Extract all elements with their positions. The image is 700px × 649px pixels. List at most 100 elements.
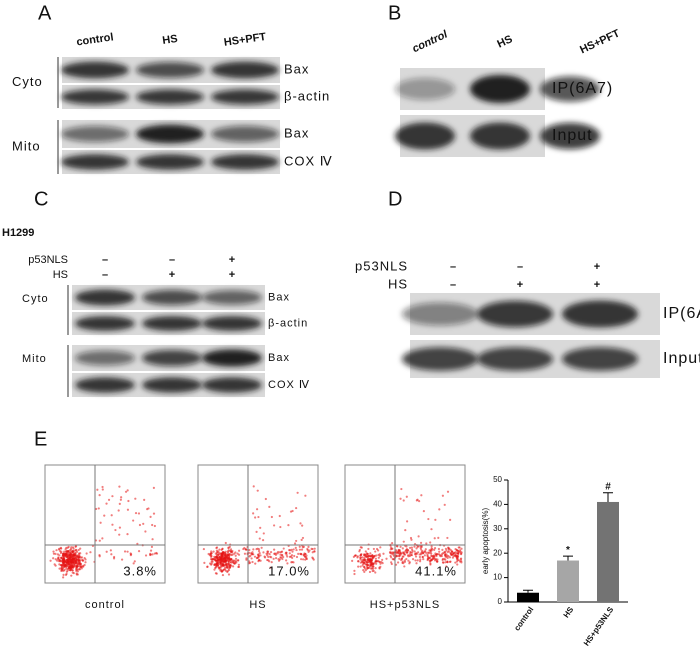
event-dot (133, 560, 136, 563)
group-label: Cyto (12, 74, 43, 89)
event-dot (136, 542, 139, 545)
event-dot (418, 560, 422, 563)
event-dot (352, 555, 355, 558)
event-dot (300, 548, 304, 551)
event-dot (67, 567, 71, 570)
event-dot (252, 553, 255, 556)
event-dot (374, 571, 377, 574)
event-dot (129, 553, 133, 556)
event-dot (360, 553, 363, 556)
event-dot (85, 552, 88, 555)
event-dot (74, 562, 77, 565)
event-dot (52, 557, 55, 560)
event-dot (426, 557, 430, 560)
percent-label: 17.0% (268, 563, 310, 578)
event-dot (245, 557, 248, 560)
event-dot (397, 554, 401, 558)
event-dot (248, 560, 251, 563)
event-dot (69, 558, 72, 561)
event-dot (297, 552, 300, 555)
event-dot (97, 507, 100, 510)
event-dot (298, 548, 302, 551)
event-dot (279, 525, 282, 529)
event-dot (423, 554, 426, 557)
event-dot (416, 498, 419, 501)
event-dot (105, 502, 108, 505)
row-label: IP(6A7) (663, 305, 700, 322)
group-label: Cyto (22, 293, 49, 305)
event-dot (253, 555, 257, 558)
event-dot (410, 551, 414, 554)
event-dot (143, 498, 146, 501)
event-dot (256, 489, 259, 492)
event-dot (364, 569, 367, 572)
event-dot (400, 487, 403, 491)
event-dot (403, 565, 406, 568)
event-dot (120, 558, 124, 561)
event-dot (286, 555, 289, 558)
event-dot (430, 554, 433, 558)
event-dot (152, 512, 156, 515)
event-dot (232, 565, 235, 568)
event-dot (422, 558, 425, 561)
event-dot (76, 568, 80, 571)
x-tick-label: HS+p53NLS (582, 605, 616, 648)
event-dot (67, 563, 70, 566)
event-dot (266, 558, 269, 562)
event-dot (304, 558, 307, 561)
event-dot (274, 556, 278, 560)
event-dot (234, 557, 238, 560)
event-dot (66, 546, 69, 549)
error-bar (523, 589, 533, 593)
band (202, 349, 262, 367)
event-dot (207, 552, 210, 556)
event-dot (449, 518, 452, 521)
band (61, 154, 129, 170)
event-dot (58, 549, 62, 553)
event-dot (77, 556, 81, 559)
row-label: COX Ⅳ (284, 153, 333, 168)
event-dot (103, 514, 106, 517)
event-dot (138, 523, 142, 527)
event-dot (454, 561, 457, 564)
condition-sign: + (229, 254, 235, 266)
event-dot (218, 566, 221, 569)
event-dot (303, 555, 307, 558)
event-dot (444, 553, 447, 557)
event-dot (378, 560, 381, 564)
event-dot (211, 558, 214, 561)
event-dot (438, 550, 441, 553)
band (470, 122, 530, 150)
event-dot (311, 557, 315, 560)
condition-sign: – (102, 269, 108, 281)
condition-label: HS (53, 269, 68, 281)
event-dot (300, 538, 303, 541)
event-dot (433, 559, 437, 562)
event-dot (68, 568, 71, 572)
event-dot (233, 552, 236, 555)
event-dot (222, 568, 226, 571)
event-dot (120, 496, 123, 499)
event-dot (118, 502, 121, 505)
event-dot (65, 563, 68, 567)
event-dot (289, 510, 293, 513)
event-dot (437, 547, 440, 551)
event-dot (408, 546, 412, 549)
event-dot (73, 560, 76, 564)
event-dot (353, 572, 356, 576)
event-dot (388, 551, 392, 554)
event-dot (456, 552, 460, 555)
event-dot (286, 562, 289, 565)
event-dot (77, 548, 80, 552)
event-dot (149, 515, 152, 518)
event-dot (98, 539, 101, 542)
event-dot (224, 541, 227, 545)
event-dot (460, 547, 463, 550)
condition-label: p53NLS (28, 254, 68, 266)
event-dot (229, 563, 232, 567)
band (402, 347, 478, 371)
event-dot (101, 485, 104, 489)
event-dot (126, 533, 129, 536)
event-dot (254, 516, 257, 519)
event-dot (435, 553, 439, 556)
